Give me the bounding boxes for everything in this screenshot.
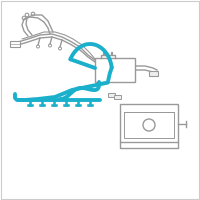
Bar [120,104,178,142]
Bar [95,58,135,82]
Bar [114,95,121,99]
Bar [124,112,174,138]
Bar [108,93,115,97]
Bar [10,41,20,47]
Bar [149,71,158,76]
